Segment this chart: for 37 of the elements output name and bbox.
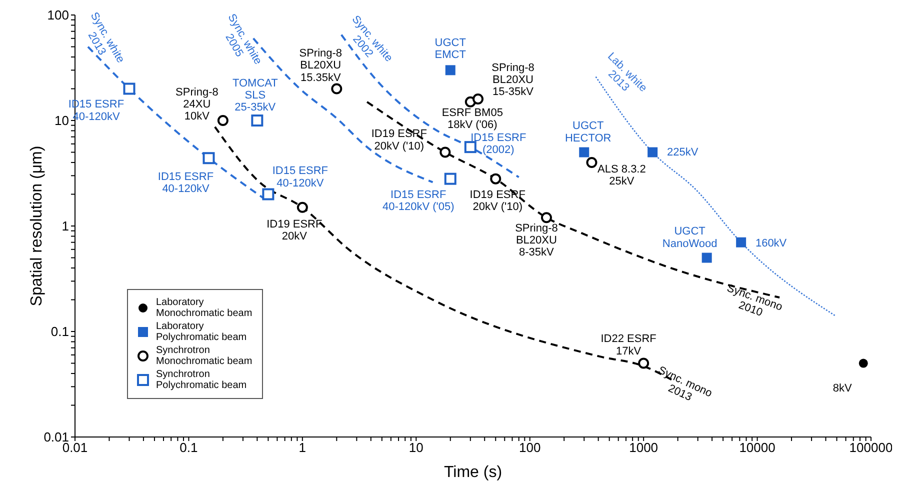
annotation: TOMCAT SLS 25-35kV [232,77,278,114]
annotation: 8kV [832,382,853,394]
annotation: 225kV [666,146,699,158]
legend-label: Laboratory Monochromatic beam [156,297,252,319]
annotation: SPring-8 BL20XU 15.35kV [299,48,342,84]
annotation: 160kV [755,237,788,250]
x-axis-title: Time (s) [444,464,502,481]
x-tick-label: 1 [298,440,306,456]
annotation: ID15 ESRF (2002) [470,132,526,156]
y-axis-title: Spatial resolution (μm) [28,146,46,306]
x-tick-label: 10000 [739,440,776,456]
legend-label: Synchrotron Monochromatic beam [156,345,252,367]
y-tick-label: 1 [62,218,69,234]
annotation: SPring-8 BL20XU 15-35kV [492,62,534,98]
annotation: ID15 ESRF 40-120kV [158,171,214,196]
x-tick-label: 0.1 [180,440,198,456]
annotation: ID22 ESRF 17kV [600,333,657,358]
annotation: UGCT HECTOR [564,120,612,144]
y-tick-label: 0.1 [50,324,69,340]
annotation: UGCT NanoWood [662,226,718,250]
legend-label: Synchrotron Polychromatic beam [156,369,247,391]
legend-label: Laboratory Polychromatic beam [156,321,247,343]
annotation: SPring-8 24XU 10kV [176,86,218,123]
annotation: UGCT EMCT [434,37,466,62]
y-tick-label: 10 [54,113,69,128]
x-tick-label: 100 [519,440,541,456]
x-tick-label: 1000 [629,440,658,456]
annotation: ALS 8.3.2 25kV [598,163,646,188]
x-tick-label: 100000 [849,440,893,456]
annotation: ESRF BM05 18kV ('06) [442,106,503,131]
annotation: ID19 ESRF 20kV [266,218,323,242]
annotation: SPring-8 BL20XU 8-35kV [515,222,558,259]
annotation: ID19 ESRF 20kV ('10) [470,188,526,213]
annotation: ID15 ESRF 40-120kV ('05) [382,188,454,213]
annotation: ID15 ESRF 40-120kV [272,165,328,190]
x-tick-label: 10 [408,440,424,456]
y-tick-label: 100 [47,8,69,23]
